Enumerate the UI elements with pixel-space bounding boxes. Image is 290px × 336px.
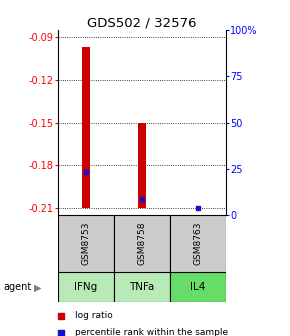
- Bar: [138, 123, 146, 208]
- Bar: [58, 272, 114, 302]
- Text: GSM8758: GSM8758: [137, 222, 147, 265]
- Text: IFNg: IFNg: [75, 282, 98, 292]
- Text: IL4: IL4: [191, 282, 206, 292]
- Bar: [170, 215, 226, 272]
- Text: ▶: ▶: [34, 282, 41, 292]
- Text: agent: agent: [3, 282, 31, 292]
- Text: GSM8753: GSM8753: [81, 222, 90, 265]
- Bar: [114, 272, 170, 302]
- Text: GSM8763: GSM8763: [194, 222, 203, 265]
- Bar: [114, 215, 170, 272]
- Text: TNFa: TNFa: [129, 282, 155, 292]
- Bar: [170, 272, 226, 302]
- Text: percentile rank within the sample: percentile rank within the sample: [75, 328, 229, 336]
- Text: log ratio: log ratio: [75, 311, 113, 320]
- Bar: [58, 215, 114, 272]
- Bar: [82, 47, 90, 208]
- Title: GDS502 / 32576: GDS502 / 32576: [87, 16, 197, 29]
